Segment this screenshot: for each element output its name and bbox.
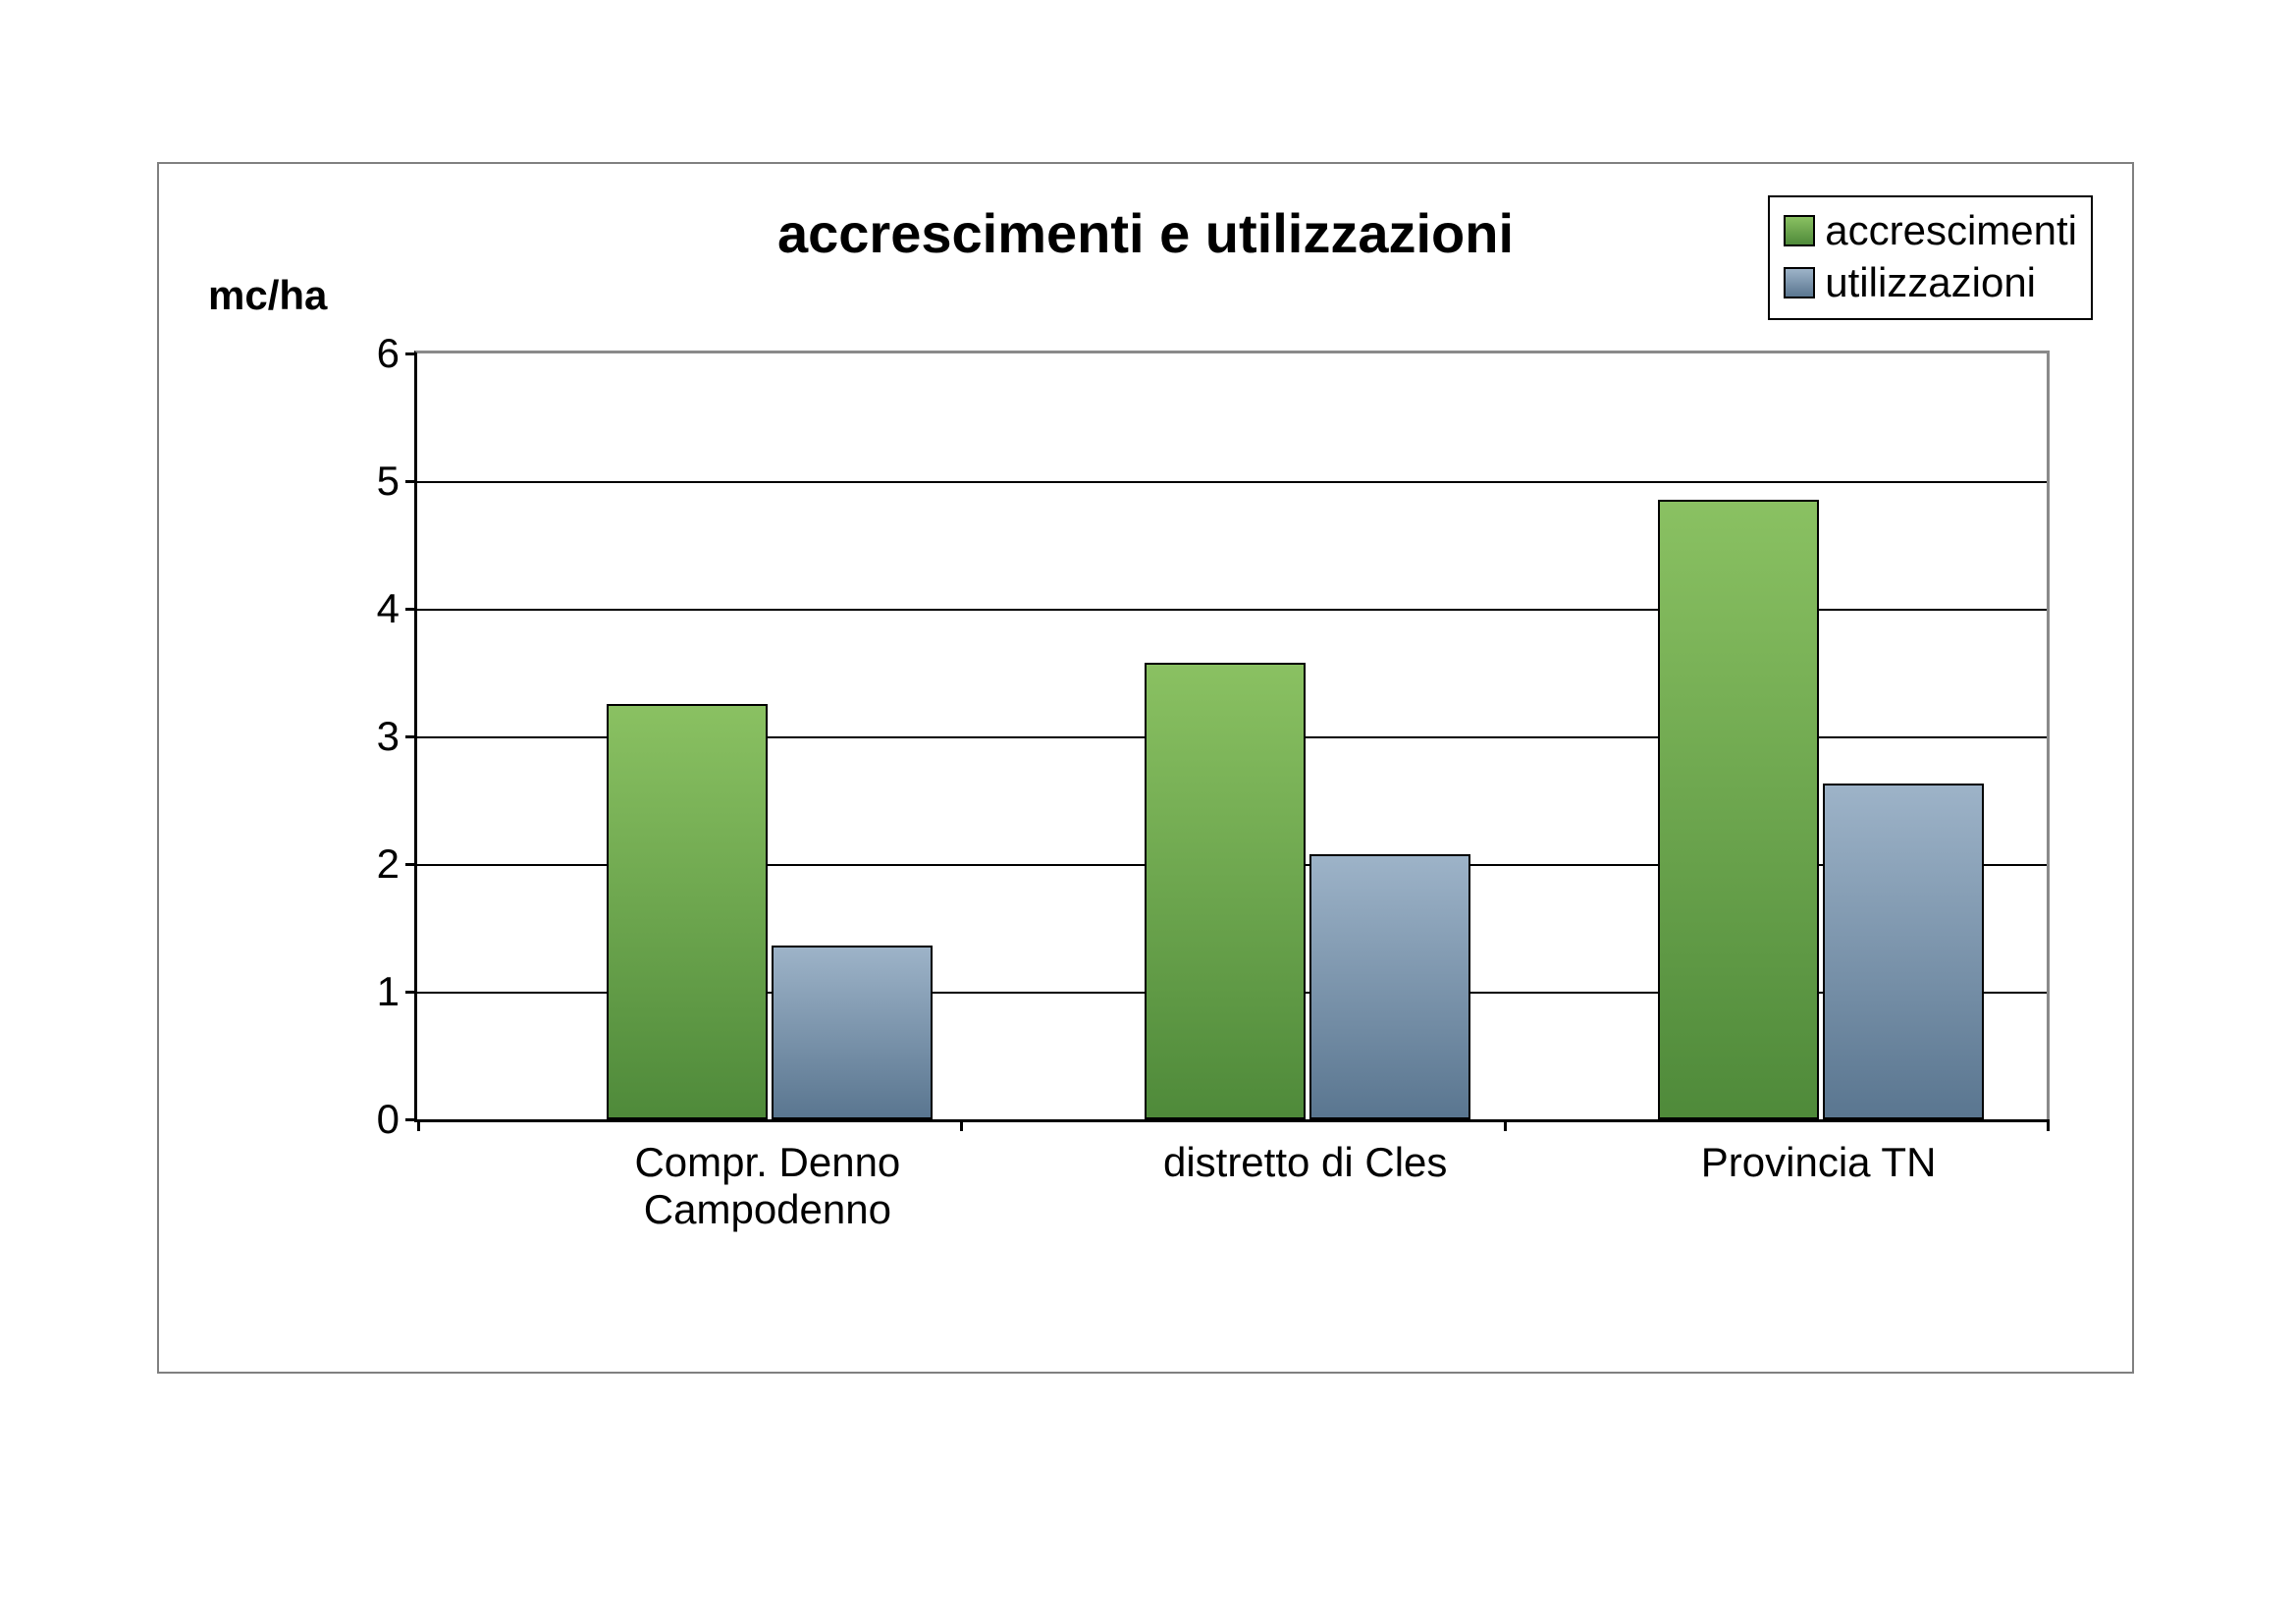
legend-item: accrescimenti [1784,205,2077,257]
page: accrescimenti e utilizzazioni mc/ha accr… [0,0,2296,1624]
x-tick-mark [1504,1119,1507,1131]
legend-swatch-icon [1784,215,1815,246]
legend: accrescimentiutilizzazioni [1768,195,2093,320]
x-category-label: Compr. Denno Campodenno [496,1139,1039,1234]
legend-swatch-icon [1784,267,1815,298]
legend-label: accrescimenti [1825,205,2077,257]
y-tick-label: 2 [377,840,400,888]
y-tick-mark [405,352,417,355]
y-tick-mark [405,1118,417,1121]
y-tick-label: 1 [377,968,400,1015]
legend-label: utilizzazioni [1825,257,2036,309]
bar [1658,500,1819,1119]
y-tick-mark [405,863,417,866]
y-axis-label: mc/ha [208,272,327,319]
x-tick-mark [417,1119,420,1131]
x-category-label: distretto di Cles [1034,1139,1576,1186]
bar [1145,663,1306,1120]
y-tick-label: 6 [377,330,400,377]
gridline [417,481,2047,483]
y-tick-mark [405,735,417,738]
x-category-label: Provincia TN [1547,1139,2090,1186]
chart-container: accrescimenti e utilizzazioni mc/ha accr… [157,162,2134,1374]
bar [1309,854,1470,1120]
legend-item: utilizzazioni [1784,257,2077,309]
x-tick-mark [960,1119,963,1131]
bar [1823,784,1984,1119]
y-tick-mark [405,480,417,483]
y-tick-label: 0 [377,1096,400,1143]
x-tick-mark [2047,1119,2050,1131]
bar [772,946,933,1119]
y-tick-label: 3 [377,713,400,760]
plot-area: 0123456Compr. Denno Campodennodistretto … [414,351,2050,1122]
bar [607,704,768,1119]
y-tick-mark [405,608,417,611]
y-tick-label: 5 [377,458,400,505]
y-tick-mark [405,991,417,994]
y-tick-label: 4 [377,585,400,632]
